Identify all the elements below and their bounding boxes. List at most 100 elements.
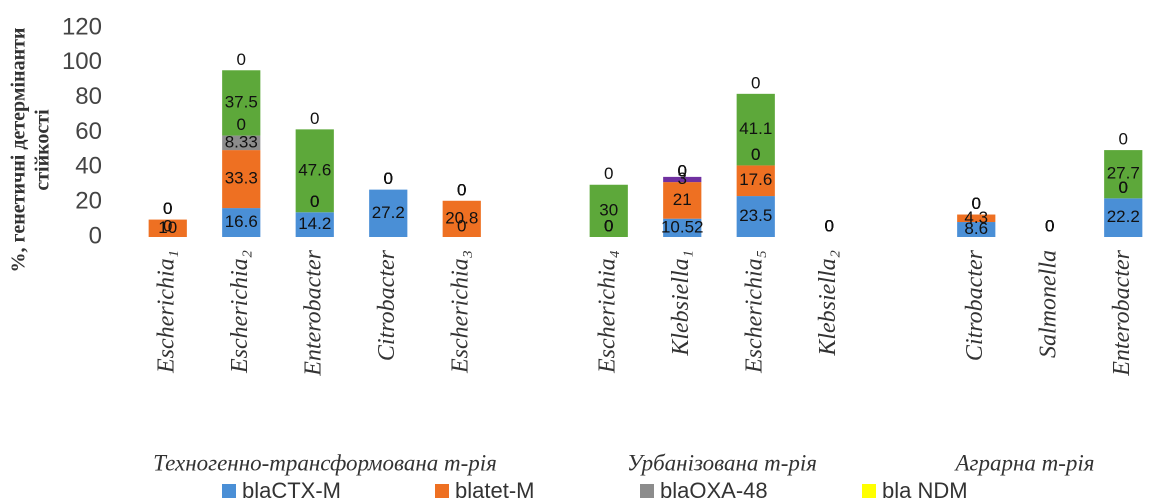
data-label: 0 bbox=[310, 192, 319, 211]
x-tick-label: Salmonella bbox=[1035, 250, 1061, 358]
data-label: 0 bbox=[457, 216, 466, 235]
bar-segment bbox=[369, 189, 408, 237]
y-axis-label: %, генетичні детермінанти bbox=[8, 28, 30, 273]
data-label: 0 bbox=[384, 169, 393, 188]
bar-segment bbox=[222, 70, 261, 136]
data-label: 0 bbox=[678, 162, 687, 181]
data-label: 27.7 bbox=[1107, 164, 1140, 183]
data-label: 33.3 bbox=[225, 169, 258, 188]
data-label: 47.6 bbox=[298, 160, 331, 179]
bar-segment bbox=[736, 93, 775, 166]
data-label: 0 bbox=[825, 216, 834, 235]
data-label: 0 bbox=[604, 216, 613, 235]
data-label: 0 bbox=[972, 194, 981, 213]
legend-label: bla NDM bbox=[882, 478, 968, 503]
data-label: 0 bbox=[825, 216, 834, 235]
x-tick-label: Citrobacter bbox=[374, 249, 400, 361]
data-label: 0 bbox=[310, 109, 319, 128]
data-label: 0 bbox=[310, 192, 319, 211]
x-tick-label: Escherichia₁ bbox=[153, 250, 179, 374]
bar-segment bbox=[1104, 150, 1143, 199]
data-label: 0 bbox=[457, 180, 466, 199]
legend-swatch bbox=[640, 484, 654, 498]
group-label: Урбанізована т-рія bbox=[627, 450, 817, 475]
x-tick-label: Escherichia₅ bbox=[741, 250, 767, 374]
data-label: 4.3 bbox=[964, 208, 988, 227]
data-label: 0 bbox=[163, 199, 172, 218]
x-tick-label: Escherichia₄ bbox=[594, 250, 620, 374]
data-label: 8.33 bbox=[225, 132, 258, 151]
data-label: 0 bbox=[384, 169, 393, 188]
data-label: 0 bbox=[604, 164, 613, 183]
y-tick-label: 40 bbox=[75, 153, 102, 180]
bar-segment bbox=[957, 222, 996, 237]
bar-segment bbox=[736, 196, 775, 237]
y-tick-label: 80 bbox=[75, 83, 102, 110]
data-label: 0 bbox=[678, 162, 687, 181]
legend-label: blaCTX-M bbox=[242, 478, 341, 503]
data-label: 0 bbox=[825, 216, 834, 235]
data-label: 16.6 bbox=[225, 212, 258, 231]
legend-swatch bbox=[862, 484, 876, 498]
data-label: 21 bbox=[673, 190, 692, 209]
data-label: 41.1 bbox=[739, 119, 772, 138]
data-label: 37.5 bbox=[225, 92, 258, 111]
bar-segment bbox=[957, 214, 996, 223]
bar-segment bbox=[663, 218, 702, 237]
data-label: 0 bbox=[751, 145, 760, 164]
legend-label: blaOXA-48 bbox=[660, 478, 768, 503]
legend-label: blatet-M bbox=[455, 478, 534, 503]
x-tick-label: Citrobacter bbox=[962, 249, 988, 361]
data-label: 0 bbox=[1045, 216, 1054, 235]
data-label: 0 bbox=[972, 194, 981, 213]
data-label: 30 bbox=[599, 200, 618, 219]
y-tick-label: 100 bbox=[62, 48, 102, 75]
data-label: 17.6 bbox=[739, 170, 772, 189]
data-label: 20.8 bbox=[445, 208, 478, 227]
y-tick-label: 20 bbox=[75, 188, 102, 215]
data-label: 0 bbox=[1119, 130, 1128, 149]
data-label: 0 bbox=[457, 180, 466, 199]
data-label: 0 bbox=[1119, 178, 1128, 197]
x-tick-label: Escherichia₃ bbox=[447, 250, 473, 374]
data-label: 23.5 bbox=[739, 206, 772, 225]
data-label: 0 bbox=[163, 199, 172, 218]
legend-swatch bbox=[435, 484, 449, 498]
data-label: 0 bbox=[1045, 216, 1054, 235]
x-tick-label: Escherichia₂ bbox=[227, 250, 253, 374]
data-label: 0 bbox=[384, 169, 393, 188]
bar-segment bbox=[442, 200, 481, 237]
data-label: 0 bbox=[163, 199, 172, 218]
data-label: 0 bbox=[751, 73, 760, 92]
x-tick-label: Klebsiella₁ bbox=[668, 250, 694, 357]
bar-segment bbox=[222, 150, 261, 209]
data-label: 0 bbox=[825, 216, 834, 235]
data-label: 0 bbox=[237, 50, 246, 69]
data-label: 22.2 bbox=[1107, 207, 1140, 226]
data-label: 0 bbox=[751, 145, 760, 164]
data-label: 0 bbox=[457, 180, 466, 199]
bar-segment bbox=[736, 165, 775, 197]
data-label: 8.6 bbox=[964, 219, 988, 238]
x-tick-label: Enterobacter bbox=[1109, 249, 1135, 376]
bar-segment bbox=[663, 182, 702, 219]
data-label: 0 bbox=[604, 216, 613, 235]
data-label: 0 bbox=[163, 216, 172, 235]
x-tick-label: Enterobacter bbox=[300, 249, 326, 376]
data-label: 0 bbox=[384, 169, 393, 188]
data-label: 0 bbox=[384, 169, 393, 188]
group-label: Аграрна т-рія bbox=[953, 450, 1094, 475]
bar-segment bbox=[222, 135, 261, 151]
data-label: 0 bbox=[457, 180, 466, 199]
bar-segment bbox=[589, 184, 628, 237]
data-label: 0 bbox=[1119, 178, 1128, 197]
bar-segment bbox=[148, 219, 187, 237]
data-label: 0 bbox=[825, 216, 834, 235]
x-tick-label: Klebsiella₂ bbox=[815, 250, 841, 357]
data-label: 0 bbox=[825, 216, 834, 235]
data-label: 3 bbox=[678, 169, 687, 188]
data-label: 0 bbox=[604, 216, 613, 235]
data-label: 10 bbox=[158, 218, 177, 237]
bar-segment bbox=[295, 129, 334, 213]
y-axis-label: стійкості bbox=[32, 109, 54, 191]
